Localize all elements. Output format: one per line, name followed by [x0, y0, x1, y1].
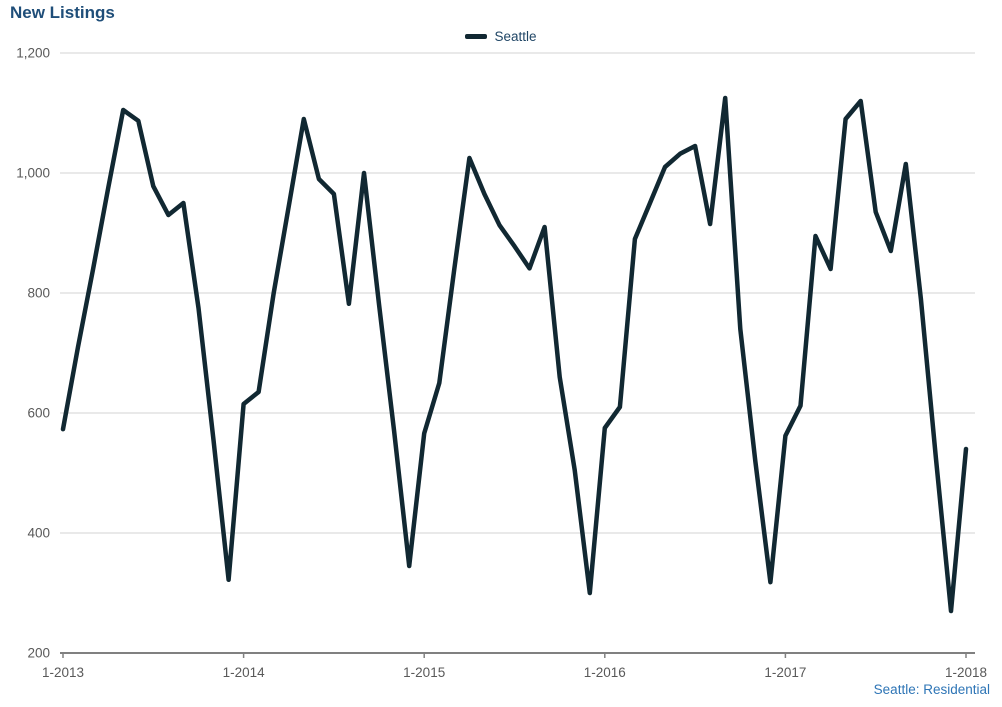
y-gridlines	[60, 52, 975, 534]
svg-text:1-2015: 1-2015	[403, 665, 445, 680]
svg-text:1-2016: 1-2016	[584, 665, 626, 680]
svg-text:1-2013: 1-2013	[42, 665, 84, 680]
x-axis	[60, 652, 975, 658]
svg-text:1-2017: 1-2017	[764, 665, 806, 680]
chart-footnote: Seattle: Residential	[873, 682, 990, 697]
svg-text:1-2018: 1-2018	[945, 665, 987, 680]
y-axis-labels: 200 400 600 800 1,000 1,200	[16, 46, 50, 661]
svg-text:400: 400	[27, 526, 50, 541]
svg-text:800: 800	[27, 286, 50, 301]
x-axis-labels: 1-2013 1-2014 1-2015 1-2016 1-2017 1-2018	[42, 665, 987, 680]
series-line-seattle	[60, 95, 969, 614]
svg-text:1,000: 1,000	[16, 166, 50, 181]
svg-text:1-2014: 1-2014	[223, 665, 266, 680]
svg-text:600: 600	[27, 406, 50, 421]
page-title: New Listings	[10, 3, 115, 22]
svg-text:200: 200	[27, 646, 50, 661]
svg-text:1,200: 1,200	[16, 46, 50, 61]
